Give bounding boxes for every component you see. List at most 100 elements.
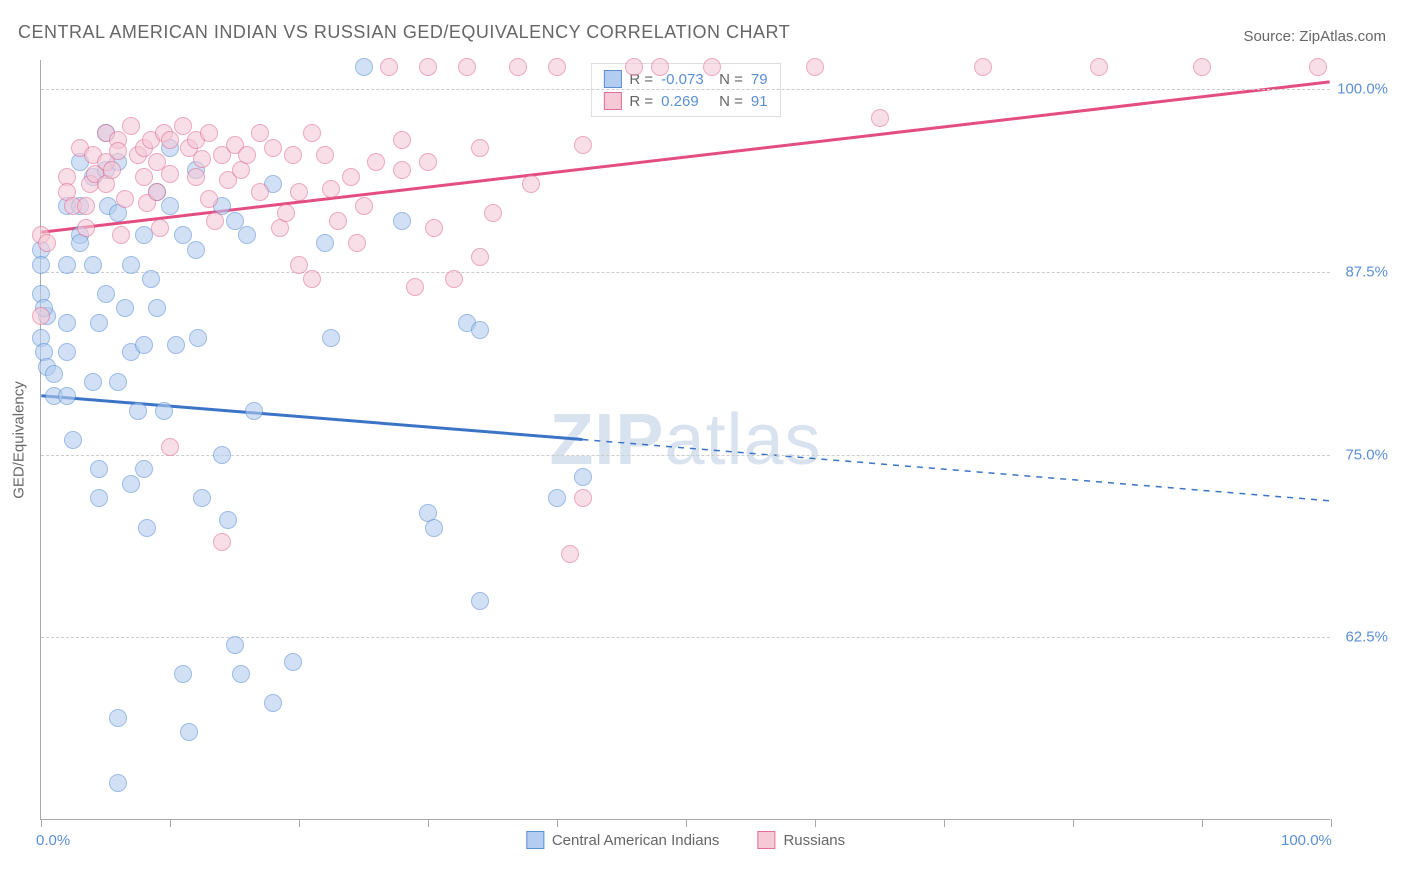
- data-point: [122, 117, 140, 135]
- y-tick-label: 87.5%: [1345, 263, 1388, 280]
- data-point: [264, 694, 282, 712]
- data-point: [329, 212, 347, 230]
- data-point: [174, 117, 192, 135]
- data-point: [322, 329, 340, 347]
- data-point: [109, 373, 127, 391]
- data-point: [189, 329, 207, 347]
- data-point: [58, 314, 76, 332]
- r-value: -0.073: [661, 71, 711, 88]
- data-point: [471, 248, 489, 266]
- data-point: [200, 190, 218, 208]
- data-point: [238, 226, 256, 244]
- data-point: [445, 270, 463, 288]
- data-point: [238, 146, 256, 164]
- n-value: 79: [751, 71, 768, 88]
- data-point: [32, 256, 50, 274]
- data-point: [174, 226, 192, 244]
- data-point: [84, 373, 102, 391]
- data-point: [406, 278, 424, 296]
- data-point: [316, 146, 334, 164]
- data-point: [219, 511, 237, 529]
- data-point: [167, 336, 185, 354]
- data-point: [77, 219, 95, 237]
- data-point: [84, 256, 102, 274]
- source-attribution: Source: ZipAtlas.com: [1243, 28, 1386, 45]
- data-point: [122, 256, 140, 274]
- r-value: 0.269: [661, 93, 711, 110]
- data-point: [303, 124, 321, 142]
- data-point: [226, 212, 244, 230]
- data-point: [187, 241, 205, 259]
- data-point: [161, 165, 179, 183]
- data-point: [393, 161, 411, 179]
- data-point: [471, 139, 489, 157]
- n-value: 91: [751, 93, 768, 110]
- data-point: [380, 58, 398, 76]
- data-point: [129, 402, 147, 420]
- data-point: [548, 489, 566, 507]
- x-tick-label: 0.0%: [36, 832, 70, 849]
- data-point: [425, 219, 443, 237]
- data-point: [316, 234, 334, 252]
- data-point: [97, 285, 115, 303]
- data-point: [471, 592, 489, 610]
- data-point: [112, 226, 130, 244]
- data-point: [200, 124, 218, 142]
- data-point: [193, 489, 211, 507]
- data-point: [342, 168, 360, 186]
- n-label: N =: [719, 71, 743, 88]
- y-tick-label: 62.5%: [1345, 629, 1388, 646]
- data-point: [155, 402, 173, 420]
- data-point: [116, 299, 134, 317]
- r-label: R =: [629, 93, 653, 110]
- x-tick: [815, 819, 816, 827]
- legend-label: Central American Indians: [552, 832, 720, 849]
- watermark: ZIPatlas: [549, 399, 821, 481]
- data-point: [90, 314, 108, 332]
- data-point: [1193, 58, 1211, 76]
- data-point: [561, 545, 579, 563]
- data-point: [213, 446, 231, 464]
- data-point: [245, 402, 263, 420]
- gridline: [41, 455, 1330, 456]
- data-point: [109, 142, 127, 160]
- data-point: [574, 136, 592, 154]
- data-point: [1090, 58, 1108, 76]
- data-point: [871, 109, 889, 127]
- data-point: [303, 270, 321, 288]
- data-point: [148, 183, 166, 201]
- data-point: [471, 321, 489, 339]
- data-point: [226, 636, 244, 654]
- legend-row: R = 0.269 N = 91: [603, 90, 767, 112]
- x-tick: [299, 819, 300, 827]
- data-point: [109, 709, 127, 727]
- data-point: [161, 438, 179, 456]
- gridline: [41, 272, 1330, 273]
- x-tick-label: 100.0%: [1281, 832, 1332, 849]
- data-point: [45, 365, 63, 383]
- data-point: [284, 653, 302, 671]
- data-point: [355, 58, 373, 76]
- data-point: [509, 58, 527, 76]
- data-point: [348, 234, 366, 252]
- y-axis-label: GED/Equivalency: [11, 381, 28, 499]
- x-tick: [1331, 819, 1332, 827]
- x-tick: [170, 819, 171, 827]
- data-point: [393, 131, 411, 149]
- data-point: [484, 204, 502, 222]
- data-point: [122, 475, 140, 493]
- data-point: [806, 58, 824, 76]
- data-point: [974, 58, 992, 76]
- data-point: [58, 256, 76, 274]
- data-point: [574, 489, 592, 507]
- legend-swatch: [603, 70, 621, 88]
- data-point: [180, 723, 198, 741]
- data-point: [290, 256, 308, 274]
- legend-item: Central American Indians: [526, 831, 720, 849]
- legend-swatch: [526, 831, 544, 849]
- y-tick-label: 100.0%: [1337, 81, 1388, 98]
- data-point: [206, 212, 224, 230]
- data-point: [251, 124, 269, 142]
- data-point: [90, 460, 108, 478]
- data-point: [151, 219, 169, 237]
